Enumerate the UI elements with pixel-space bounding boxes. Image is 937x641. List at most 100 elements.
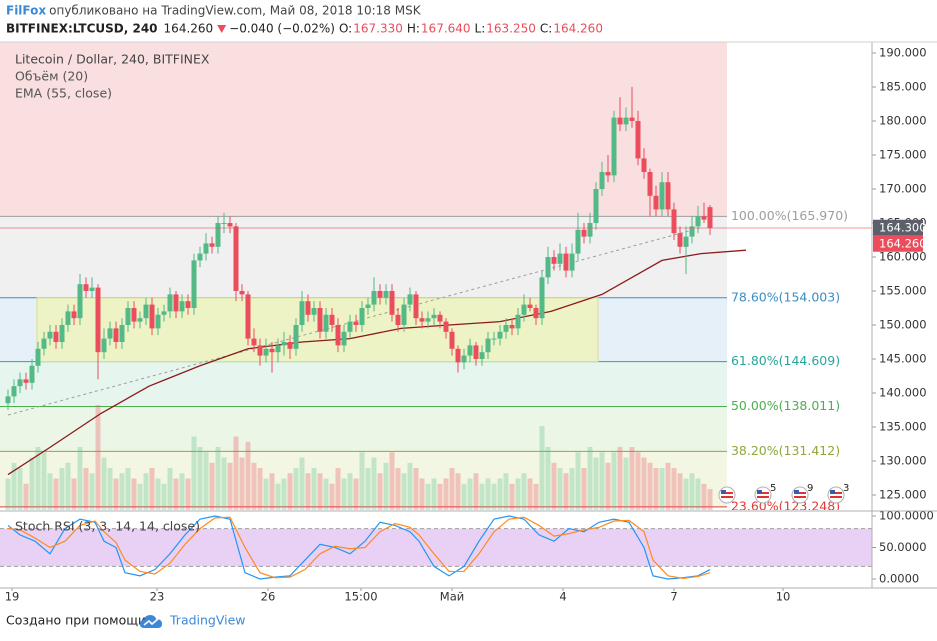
candle-body — [269, 348, 275, 353]
candle-body — [167, 294, 173, 312]
fib-label: 100.00%(165.970) — [731, 208, 848, 223]
candle-body — [455, 348, 461, 363]
candle-body — [647, 172, 653, 196]
flag-canton — [720, 490, 726, 494]
candle-body — [377, 290, 383, 298]
ohlc-value: 164.260 — [553, 22, 603, 36]
volume-bar — [563, 473, 569, 510]
volume-bar — [611, 452, 617, 510]
flag-stripe — [756, 492, 769, 494]
volume-bar — [17, 468, 23, 510]
volume-bar — [215, 447, 221, 510]
candle-body — [35, 348, 41, 366]
volume-bar — [323, 478, 329, 510]
volume-bar — [665, 462, 671, 510]
volume-bar — [647, 462, 653, 510]
y-tick-label: 160.000 — [879, 249, 927, 263]
volume-bar — [527, 478, 533, 510]
candle-body — [707, 207, 713, 229]
candle-body — [131, 307, 137, 322]
fib-zone — [0, 42, 727, 217]
volume-bar — [587, 447, 593, 510]
volume-bar — [671, 468, 677, 510]
logo-line — [143, 618, 159, 626]
volume-bar — [119, 473, 125, 510]
volume-bar — [557, 468, 563, 510]
candle-body — [569, 253, 575, 271]
volume-bar — [233, 436, 239, 510]
volume-bar — [695, 478, 701, 510]
volume-bar — [197, 447, 203, 510]
candle-body — [59, 324, 65, 342]
event-count: 9 — [807, 483, 813, 494]
event-circle — [827, 486, 845, 504]
fib-label: 61.80%(144.609) — [731, 353, 840, 368]
candle-body — [551, 256, 557, 264]
candle-body — [629, 117, 635, 122]
candle-body — [413, 294, 419, 319]
published: опубликовано на TradingView.com, Май 08,… — [49, 4, 422, 18]
candle-body — [359, 307, 365, 325]
volume-bar — [443, 478, 449, 510]
volume-bar — [5, 478, 11, 510]
volume-bar — [485, 478, 491, 510]
event-icon — [718, 486, 736, 504]
volume-bar — [89, 473, 95, 510]
volume-bar — [515, 478, 521, 510]
flag-canton — [829, 490, 835, 494]
candle-body — [509, 324, 515, 329]
ohlc-value: 167.640 — [421, 22, 471, 36]
stoch-line — [7, 515, 711, 580]
event-count: 3 — [843, 483, 849, 494]
volume-bar — [653, 468, 659, 510]
volume-bar — [371, 457, 377, 510]
symbol: BITFINEX:LTCUSD, 240 — [6, 22, 158, 36]
event-circle — [791, 486, 809, 504]
volume-bar — [179, 473, 185, 510]
candle-body — [563, 253, 569, 271]
volume-bar — [677, 473, 683, 510]
volume-bar — [359, 452, 365, 510]
ema-line — [7, 249, 747, 476]
volume-bar — [329, 483, 335, 510]
volume-bar — [29, 457, 35, 510]
volume-bar — [125, 468, 131, 510]
candle-body — [257, 345, 263, 356]
volume-bar — [281, 478, 287, 510]
legend-ema: EMA (55, close) — [15, 86, 112, 101]
price-tag — [873, 219, 923, 236]
candle-body — [221, 222, 227, 224]
x-tick-label: 23 — [150, 590, 165, 604]
candle-body — [311, 307, 317, 315]
candle-body — [53, 331, 59, 342]
legend-volume: Объём (20) — [15, 69, 88, 84]
candle-body — [299, 301, 305, 325]
candle-body — [605, 172, 611, 176]
volume-bar — [497, 478, 503, 510]
volume-bar — [479, 483, 485, 510]
volume-bar — [599, 452, 605, 510]
volume-bar — [59, 468, 65, 510]
candle-body — [521, 304, 527, 315]
volume-bar — [467, 478, 473, 510]
volume-bar — [11, 462, 17, 510]
change: −0.040 (−0.02%) — [229, 22, 335, 36]
stoch-line — [7, 516, 711, 579]
volume-bar — [53, 478, 59, 510]
y-tick-label: 190.000 — [879, 46, 927, 60]
candle-body — [617, 117, 623, 125]
event-icon — [754, 486, 772, 504]
x-tick-label: 10 — [776, 590, 791, 604]
volume-bar — [623, 457, 629, 510]
candle-body — [161, 311, 167, 315]
volume-bar — [617, 447, 623, 510]
candle-body — [479, 352, 485, 359]
x-tick-label: 4 — [559, 590, 566, 604]
x-tick-label: 15:00 — [344, 590, 377, 604]
volume-bar — [683, 478, 689, 510]
candle-body — [77, 284, 83, 319]
volume-bar — [95, 405, 101, 510]
candle-body — [341, 331, 347, 346]
y-tick-label: 135.000 — [879, 419, 927, 433]
volume-bar — [35, 447, 41, 510]
